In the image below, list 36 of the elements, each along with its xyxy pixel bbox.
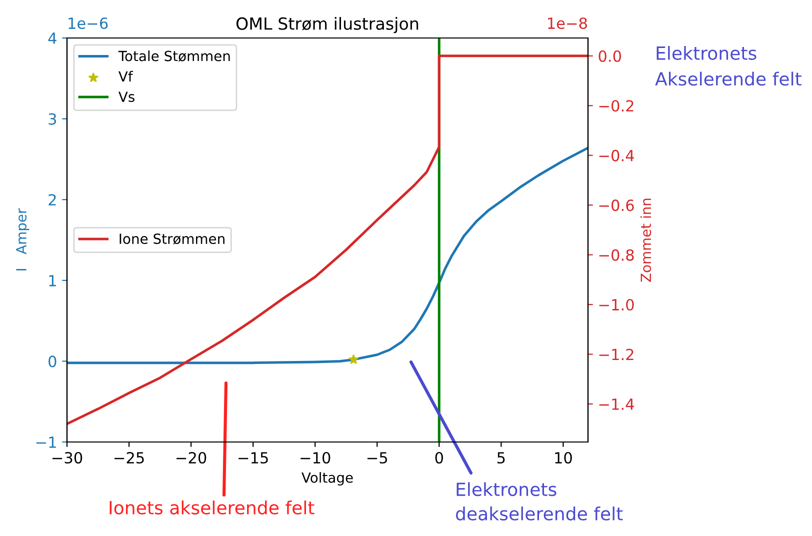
y2-tick-label: −0.4: [599, 150, 634, 162]
x-tick-label: 5: [497, 452, 505, 464]
x-tick-label: 0: [435, 452, 443, 464]
x-tick-label: −25: [114, 452, 144, 464]
text: 1e−8: [548, 17, 587, 30]
text: Elektronets deakselerende felt: [456, 482, 623, 520]
y-tick-label: 3: [48, 113, 56, 125]
legend-label: Vs: [118, 92, 134, 102]
y2-tick-label: 0.0: [598, 50, 622, 62]
y-tick-label: 0: [48, 356, 56, 368]
x-tick-label: −20: [176, 452, 206, 464]
y-tick-label: 4: [48, 32, 56, 44]
legend-label: Ione Strømmen: [120, 234, 224, 244]
text: 1e−6: [68, 17, 108, 30]
y2-tick-label: −0.8: [599, 249, 634, 261]
legend-label: Vf: [118, 70, 134, 82]
x-tick-label: −15: [238, 452, 268, 464]
x-tick-label: −5: [367, 452, 388, 464]
y-tick-label: 1: [49, 275, 56, 286]
y-tick-label: −1: [36, 436, 56, 448]
y2-tick-label: −0.6: [599, 200, 634, 212]
x-tick-label: −30: [52, 452, 82, 464]
text: Elektronets Akselerende felt: [655, 46, 802, 86]
y2-axis-title: Zommet inn: [640, 198, 652, 282]
y2-tick-label: −1.4: [599, 398, 634, 410]
y2-tick-label: −1.0: [599, 298, 634, 311]
text: Ionets akselerende felt: [110, 500, 314, 514]
x-axis-title: Voltage: [302, 472, 353, 486]
legend-label: Totale Stømmen: [118, 50, 230, 62]
y2-tick-label: −1.2: [599, 348, 634, 360]
y2-tick-label: −0.2: [599, 100, 634, 112]
y-axis-title: I Amper: [16, 208, 30, 270]
x-tick-label: −10: [300, 452, 330, 464]
chart-title: OML Strøm ilustrasjon: [236, 17, 418, 34]
x-tick-label: 10: [555, 452, 572, 464]
y-tick-label: 2: [48, 194, 56, 206]
